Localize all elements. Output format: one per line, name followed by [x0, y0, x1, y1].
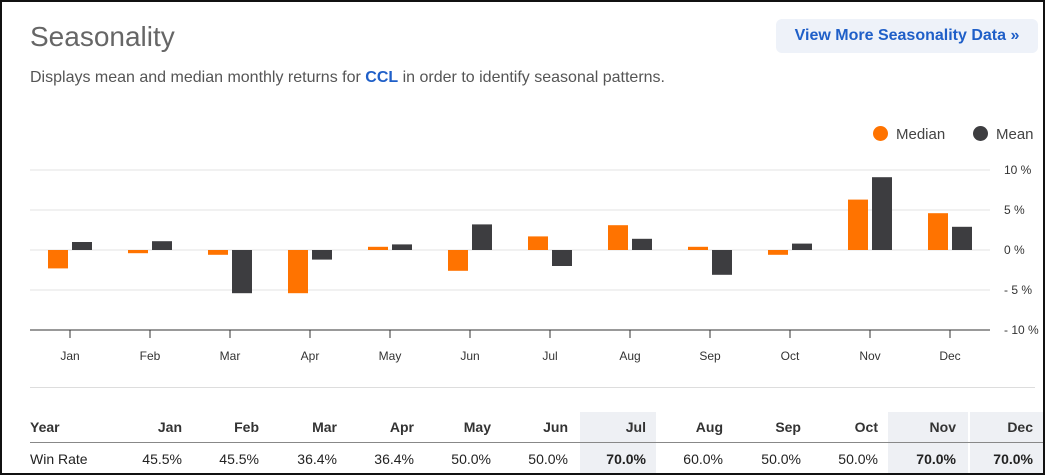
x-tick-label: Mar — [220, 349, 241, 363]
mean-bar-oct — [792, 243, 812, 250]
column-header-jun: Jun — [543, 419, 568, 435]
mean-bar-jul — [552, 250, 572, 266]
y-tick-label: - 5 % — [1004, 283, 1032, 297]
column-header-jul: Jul — [625, 419, 646, 435]
chart-table-divider — [30, 387, 1035, 388]
table-cell-mar: 36.4% — [297, 451, 337, 467]
median-bar-mar — [208, 250, 228, 255]
x-tick-label: Sep — [699, 349, 721, 363]
median-bar-apr — [288, 250, 308, 294]
table-cell-may: 50.0% — [451, 451, 491, 467]
column-header-sep: Sep — [775, 419, 801, 435]
legend-median-label: Median — [896, 126, 946, 143]
section-description: Displays mean and median monthly returns… — [30, 69, 665, 87]
column-header-aug: Aug — [695, 419, 723, 435]
median-bar-aug — [608, 225, 628, 250]
legend-item-median[interactable]: Median — [873, 126, 945, 143]
table-cell-jul: 70.0% — [606, 451, 646, 467]
table-cell-oct: 50.0% — [838, 451, 878, 467]
view-more-seasonality-button[interactable]: View More Seasonality Data » — [776, 19, 1038, 53]
table-cell-aug: 60.0% — [683, 451, 723, 467]
median-bar-jan — [48, 250, 68, 269]
mean-bar-jan — [72, 242, 92, 250]
view-more-label: View More Seasonality Data » — [794, 27, 1020, 44]
mean-bar-may — [392, 244, 412, 250]
median-bar-feb — [128, 250, 148, 254]
column-header-year: Year — [30, 419, 60, 435]
y-tick-label: - 10 % — [1004, 323, 1039, 337]
median-bar-oct — [768, 250, 788, 255]
mean-bar-sep — [712, 250, 732, 275]
table-header-separator — [30, 442, 1043, 443]
mean-bar-apr — [312, 250, 332, 260]
x-tick-label: Nov — [859, 349, 880, 363]
table-cell-dec: 70.0% — [993, 451, 1033, 467]
mean-bar-aug — [632, 238, 652, 250]
legend-item-mean[interactable]: Mean — [973, 126, 1034, 143]
x-tick-label: Dec — [939, 349, 960, 363]
column-header-nov: Nov — [929, 419, 956, 435]
x-tick-label: Jul — [542, 349, 557, 363]
median-bar-dec — [928, 213, 948, 250]
median-swatch — [873, 126, 888, 141]
column-header-feb: Feb — [234, 419, 259, 435]
median-bar-jun — [448, 250, 468, 271]
row-label: Win Rate — [30, 451, 88, 467]
section-title: Seasonality — [30, 21, 175, 52]
description-suffix: in order to identify seasonal patterns. — [402, 69, 665, 86]
mean-bar-feb — [152, 241, 172, 250]
x-tick-label: Aug — [619, 349, 640, 363]
column-header-oct: Oct — [854, 419, 878, 435]
table-header-row: Year Jan Feb Mar Apr May Jun Jul Aug Sep Oct Nov Dec — [30, 412, 1043, 442]
mean-bar-mar — [232, 250, 252, 294]
mean-swatch — [973, 126, 988, 141]
x-tick-label: Jun — [460, 349, 479, 363]
y-tick-label: 0 % — [1004, 243, 1025, 257]
table-cell-sep: 50.0% — [761, 451, 801, 467]
seasonality-bar-chart: 10 % 5 % 0 % - 5 % - 10 % Jan Feb Mar Apr May Jun J… — [30, 163, 1039, 363]
median-bar-may — [368, 246, 388, 250]
mean-bar-jun — [472, 224, 492, 250]
table-cell-feb: 45.5% — [219, 451, 259, 467]
table-cell-jun: 50.0% — [528, 451, 568, 467]
x-tick-label: Feb — [140, 349, 161, 363]
x-tick-label: Jan — [60, 349, 79, 363]
mean-bar-nov — [872, 177, 892, 250]
column-header-mar: Mar — [312, 419, 337, 435]
table-cell-apr: 36.4% — [374, 451, 414, 467]
x-tick-label: Apr — [301, 349, 320, 363]
column-header-may: May — [463, 419, 491, 435]
table-row: Win Rate 45.5% 45.5% 36.4% 36.4% 50.0% 50.0% 70… — [30, 444, 1043, 473]
table-cell-jan: 45.5% — [142, 451, 182, 467]
description-prefix: Displays mean and median monthly returns… — [30, 69, 361, 86]
ticker-link[interactable]: CCL — [365, 69, 399, 86]
x-tick-label: Oct — [781, 349, 800, 363]
median-bar-nov — [848, 199, 868, 250]
median-bar-sep — [688, 246, 708, 250]
y-tick-label: 10 % — [1004, 163, 1032, 177]
x-tick-label: May — [379, 349, 402, 363]
y-tick-label: 5 % — [1004, 203, 1025, 217]
column-header-dec: Dec — [1007, 419, 1033, 435]
table-cell-nov: 70.0% — [916, 451, 956, 467]
column-header-apr: Apr — [389, 419, 414, 435]
legend-mean-label: Mean — [996, 126, 1034, 143]
mean-bar-dec — [952, 226, 972, 250]
column-header-jan: Jan — [157, 419, 182, 435]
median-bar-jul — [528, 236, 548, 250]
